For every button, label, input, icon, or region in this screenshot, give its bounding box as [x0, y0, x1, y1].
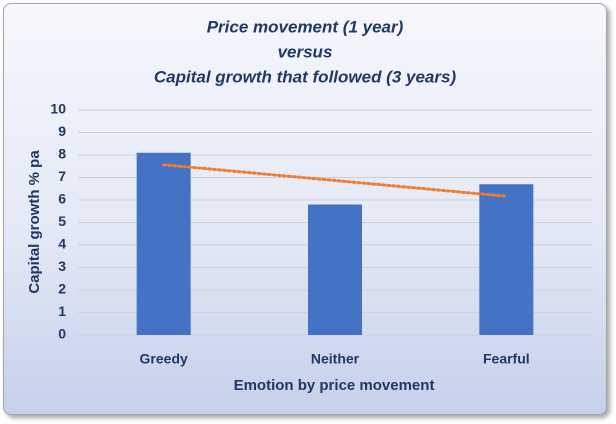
y-tick-label: 7	[58, 168, 66, 184]
bar	[136, 152, 191, 335]
x-tick-label: Greedy	[140, 351, 188, 367]
y-tick-label: 10	[50, 101, 66, 117]
y-tick-label: 6	[58, 191, 66, 207]
x-tick-label: Fearful	[483, 351, 530, 367]
y-axis-title: Capital growth % pa	[26, 150, 43, 294]
y-tick-label: 2	[58, 281, 66, 297]
y-tick-label: 4	[58, 236, 66, 252]
y-tick-label: 3	[58, 258, 66, 274]
chart-title: Capital growth that followed (3 years)	[154, 67, 457, 86]
chart-title: versus	[278, 42, 333, 61]
y-tick-label: 8	[58, 146, 66, 162]
y-tick-label: 1	[58, 303, 66, 319]
x-tick-label: Neither	[311, 351, 360, 367]
y-tick-label: 9	[58, 123, 66, 139]
trendline	[162, 163, 508, 198]
y-tick-label: 0	[58, 326, 66, 342]
x-axis-title: Emotion by price movement	[234, 377, 435, 394]
y-tick-label: 5	[58, 213, 66, 229]
bar	[308, 204, 362, 335]
bar	[479, 184, 534, 335]
chart-title: Price movement (1 year)	[207, 17, 404, 36]
